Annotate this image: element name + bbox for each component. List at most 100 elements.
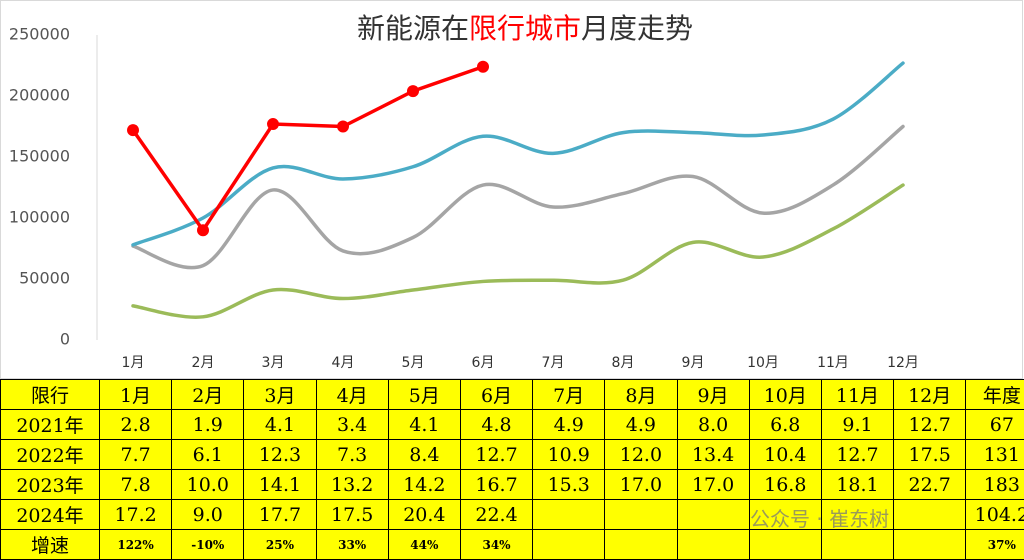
header-cell: 5月 <box>388 380 460 410</box>
table-cell: 12.3 <box>244 440 316 470</box>
table-cell <box>894 530 966 560</box>
point-marker <box>127 124 139 136</box>
table-cell: 122% <box>100 530 172 560</box>
table-cell: 6.8 <box>749 410 821 440</box>
table-cell: 16.8 <box>749 470 821 500</box>
title-part: 新能源在 <box>357 12 469 45</box>
table-cell <box>677 530 749 560</box>
table-cell <box>533 530 605 560</box>
table-cell: 9.0 <box>172 500 244 530</box>
table-cell: 4.9 <box>533 410 605 440</box>
table-cell: 33% <box>316 530 388 560</box>
table-cell: 67 <box>966 410 1024 440</box>
x-tick-label: 12月 <box>887 355 919 371</box>
x-tick-label: 9月 <box>682 355 705 371</box>
table-cell <box>677 500 749 530</box>
table-cell: 7.3 <box>316 440 388 470</box>
title-part: 限行城市 <box>469 12 581 45</box>
table-cell: 2021年 <box>1 410 100 440</box>
header-cell: 3月 <box>244 380 316 410</box>
header-cell: 9月 <box>677 380 749 410</box>
table-cell: 4.9 <box>605 410 677 440</box>
point-marker <box>197 224 209 236</box>
table-cell: 34% <box>460 530 532 560</box>
table-cell: 44% <box>388 530 460 560</box>
table-cell: 8.0 <box>677 410 749 440</box>
header-cell: 6月 <box>460 380 532 410</box>
point-marker <box>477 61 489 73</box>
chart-title: 新能源在限行城市月度走势 <box>357 12 693 45</box>
x-tick-label: 1月 <box>122 355 145 371</box>
table-cell: 13.4 <box>677 440 749 470</box>
table-cell: 15.3 <box>533 470 605 500</box>
table-cell: 3.4 <box>316 410 388 440</box>
table-cell: 2.8 <box>100 410 172 440</box>
table-cell: 7.8 <box>100 470 172 500</box>
chart: 新能源在限行城市月度走势 050000100000150000200000250… <box>0 0 1024 379</box>
table-cell: 16.7 <box>460 470 532 500</box>
table-cell: 12.7 <box>894 410 966 440</box>
table-cell: 12.0 <box>605 440 677 470</box>
table-cell: 37% <box>966 530 1024 560</box>
table-cell: 22.7 <box>894 470 966 500</box>
watermark: 公众号 · 崔东树 <box>750 503 889 532</box>
table-cell: 2024年 <box>1 500 100 530</box>
table-cell <box>605 530 677 560</box>
point-marker <box>407 85 419 97</box>
table-cell: 14.1 <box>244 470 316 500</box>
x-tick-label: 10月 <box>747 355 779 371</box>
table-cell: 18.1 <box>821 470 893 500</box>
table-cell: 4.1 <box>244 410 316 440</box>
table-cell: 183 <box>966 470 1024 500</box>
table-cell: 10.4 <box>749 440 821 470</box>
table-cell: 17.5 <box>316 500 388 530</box>
table-cell: 4.1 <box>388 410 460 440</box>
table-cell: 17.0 <box>677 470 749 500</box>
header-cell: 11月 <box>821 380 893 410</box>
header-cell: 1月 <box>100 380 172 410</box>
table-cell: 17.7 <box>244 500 316 530</box>
header-cell: 4月 <box>316 380 388 410</box>
header-cell: 10月 <box>749 380 821 410</box>
table-cell <box>821 530 893 560</box>
table-cell: 17.5 <box>894 440 966 470</box>
table-cell: 8.4 <box>388 440 460 470</box>
table-cell: 10.0 <box>172 470 244 500</box>
header-cell: 12月 <box>894 380 966 410</box>
header-cell: 2月 <box>172 380 244 410</box>
table-cell: 17.2 <box>100 500 172 530</box>
y-tick-label: 0 <box>60 330 70 349</box>
table-cell <box>749 530 821 560</box>
table-cell: 12.7 <box>821 440 893 470</box>
table-cell <box>605 500 677 530</box>
x-tick-label: 4月 <box>332 355 355 371</box>
table-cell: 104.2 <box>966 500 1024 530</box>
point-marker <box>267 118 279 130</box>
table-cell: 20.4 <box>388 500 460 530</box>
x-tick-label: 8月 <box>612 355 635 371</box>
table-cell: 10.9 <box>533 440 605 470</box>
table-cell: 22.4 <box>460 500 532 530</box>
table-cell: 14.2 <box>388 470 460 500</box>
x-tick-label: 7月 <box>542 355 565 371</box>
x-tick-label: 5月 <box>402 355 425 371</box>
table-cell <box>894 500 966 530</box>
y-tick-label: 100000 <box>9 208 70 227</box>
table-cell: 增速 <box>1 530 100 560</box>
table-cell: 2022年 <box>1 440 100 470</box>
table-cell: 1.9 <box>172 410 244 440</box>
x-tick-label: 6月 <box>472 355 495 371</box>
table-cell: 7.7 <box>100 440 172 470</box>
point-marker <box>337 121 349 133</box>
header-cell: 年度 <box>966 380 1024 410</box>
table-cell: 9.1 <box>821 410 893 440</box>
header-cell: 7月 <box>533 380 605 410</box>
table-cell: 17.0 <box>605 470 677 500</box>
table-cell: 131 <box>966 440 1024 470</box>
y-tick-label: 200000 <box>9 86 70 105</box>
table-cell: 12.7 <box>460 440 532 470</box>
